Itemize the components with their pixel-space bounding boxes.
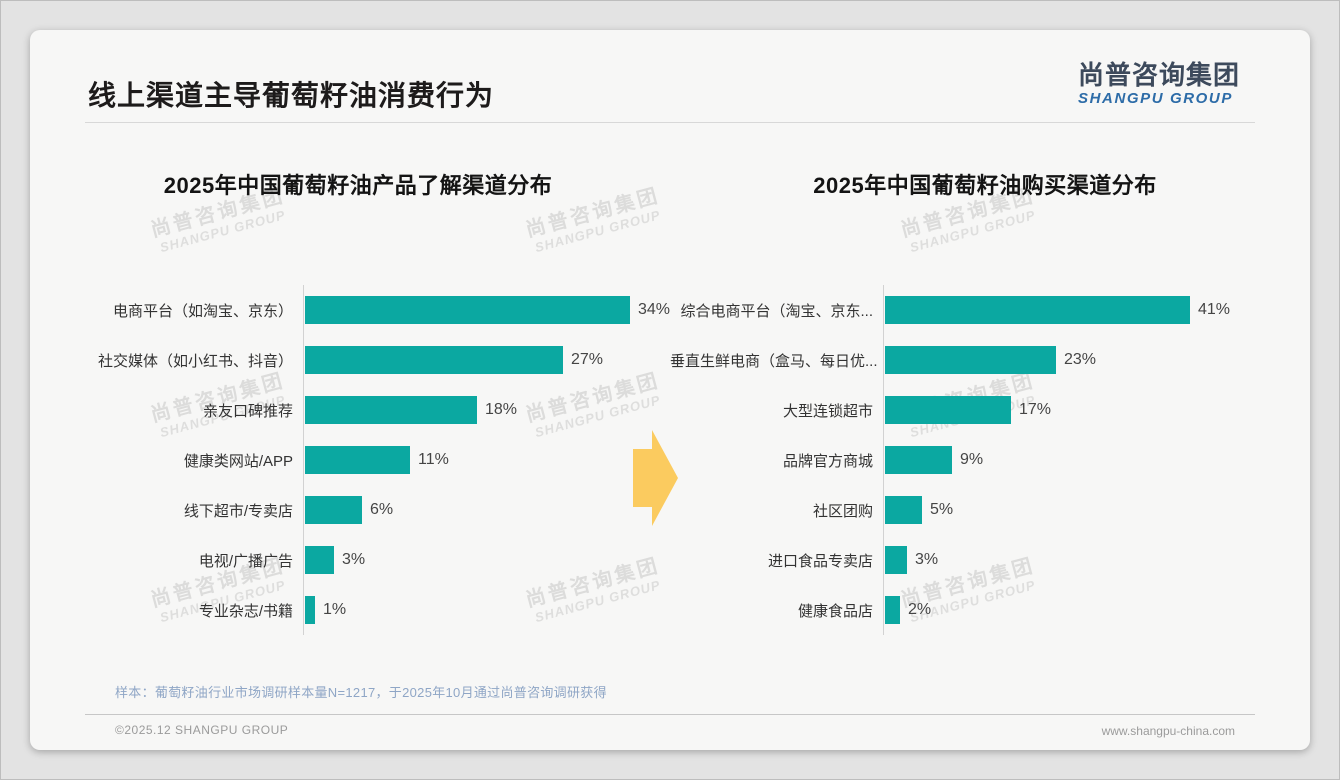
- bar: [885, 296, 1190, 324]
- arrow-shape: [633, 430, 678, 526]
- bar-track: 27%: [303, 335, 670, 385]
- bar-track: 34%: [303, 285, 670, 335]
- bar: [305, 596, 315, 624]
- value-label: 1%: [323, 601, 347, 618]
- footer-copyright: ©2025.12 SHANGPU GROUP: [115, 723, 289, 737]
- bar-chart-awareness-channels: 电商平台（如淘宝、京东） 34% 社交媒体（如小红书、抖音） 27% 亲友口碑推荐 18%…: [85, 285, 670, 635]
- category-label: 线下超市/专卖店: [183, 502, 293, 520]
- category-label: 电视/广播广告: [198, 552, 293, 570]
- bar: [885, 346, 1056, 374]
- value-label: 6%: [370, 501, 394, 518]
- watermark-english-text: SHANGPU GROUP: [908, 207, 1038, 256]
- chart-row: 社交媒体（如小红书、抖音） 27%: [85, 335, 670, 385]
- category-label: 综合电商平台（淘宝、京东...: [680, 302, 873, 320]
- category-label: 亲友口碑推荐: [202, 402, 293, 420]
- bar-track: 6%: [303, 485, 670, 535]
- category-label: 专业杂志/书籍: [198, 602, 293, 620]
- category-label: 健康食品店: [797, 602, 873, 620]
- category-label: 电商平台（如淘宝、京东）: [112, 302, 293, 320]
- chart-row: 健康类网站/APP 11%: [85, 435, 670, 485]
- bar: [305, 496, 362, 524]
- bar: [885, 496, 922, 524]
- bar: [885, 396, 1011, 424]
- sample-size-note: 样本：葡萄籽油行业市场调研样本量N=1217，于2025年10月通过尚普咨询调研…: [115, 685, 607, 700]
- chart-row: 线下超市/专卖店 6%: [85, 485, 670, 535]
- value-label: 17%: [1019, 401, 1052, 418]
- bar: [885, 596, 900, 624]
- value-label: 27%: [571, 351, 604, 368]
- category-label: 健康类网站/APP: [183, 452, 293, 470]
- chart-row: 综合电商平台（淘宝、京东... 41%: [670, 285, 1270, 335]
- chart-row: 专业杂志/书籍 1%: [85, 585, 670, 635]
- bar-track: 1%: [303, 585, 670, 635]
- value-label: 41%: [1198, 301, 1231, 318]
- value-label: 11%: [418, 451, 449, 468]
- title-divider: [85, 122, 1255, 123]
- chart-row: 亲友口碑推荐 18%: [85, 385, 670, 435]
- category-label: 社交媒体（如小红书、抖音）: [97, 352, 293, 370]
- bar: [305, 346, 563, 374]
- category-label: 垂直生鲜电商（盒马、每日优...: [670, 352, 878, 370]
- bar-track: 17%: [883, 385, 1270, 435]
- bar-chart-purchase-channels: 综合电商平台（淘宝、京东... 41% 垂直生鲜电商（盒马、每日优... 23% 大型连…: [670, 285, 1270, 635]
- chart-row: 健康食品店 2%: [670, 585, 1270, 635]
- bar-track: 23%: [883, 335, 1270, 385]
- footer-divider: [85, 714, 1255, 715]
- watermark-english-text: SHANGPU GROUP: [158, 207, 288, 256]
- watermark-english-text: SHANGPU GROUP: [533, 207, 663, 256]
- chart-row: 进口食品专卖店 3%: [670, 535, 1270, 585]
- value-label: 3%: [342, 551, 366, 568]
- category-label: 进口食品专卖店: [767, 552, 873, 570]
- value-label: 34%: [638, 301, 671, 318]
- value-label: 23%: [1064, 351, 1097, 368]
- bar: [885, 546, 907, 574]
- bar-track: 18%: [303, 385, 670, 435]
- logo-chinese-text: 尚普咨询集团: [1077, 60, 1240, 90]
- chart-row: 垂直生鲜电商（盒马、每日优... 23%: [670, 335, 1270, 385]
- bar-track: 41%: [883, 285, 1270, 335]
- bar-track: 5%: [883, 485, 1270, 535]
- chart-title-purchase: 2025年中国葡萄籽油购买渠道分布: [813, 173, 1157, 198]
- slide-canvas: 尚普咨询集团 SHANGPU GROUP 尚普咨询集团 SHANGPU GROUP 尚普…: [30, 30, 1310, 750]
- chart-title-awareness: 2025年中国葡萄籽油产品了解渠道分布: [163, 173, 553, 198]
- category-label: 大型连锁超市: [782, 402, 873, 420]
- chart-row: 电商平台（如淘宝、京东） 34%: [85, 285, 670, 335]
- value-label: 18%: [485, 401, 518, 418]
- chart-row: 社区团购 5%: [670, 485, 1270, 535]
- bar-track: 11%: [303, 435, 670, 485]
- bar: [305, 296, 630, 324]
- bar: [885, 446, 952, 474]
- category-label: 品牌官方商城: [782, 452, 873, 470]
- page-title: 线上渠道主导葡萄籽油消费行为: [88, 80, 495, 111]
- bar: [305, 546, 334, 574]
- value-label: 2%: [908, 601, 932, 618]
- company-logo: 尚普咨询集团 SHANGPU GROUP: [1078, 60, 1240, 108]
- bar-track: 9%: [883, 435, 1270, 485]
- logo-english-text: SHANGPU GROUP: [1077, 90, 1233, 107]
- bar-track: 2%: [883, 585, 1270, 635]
- value-label: 3%: [915, 551, 939, 568]
- category-label: 社区团购: [812, 502, 873, 520]
- chart-row: 品牌官方商城 9%: [670, 435, 1270, 485]
- bar-track: 3%: [303, 535, 670, 585]
- value-label: 5%: [930, 501, 954, 518]
- chart-row: 大型连锁超市 17%: [670, 385, 1270, 435]
- chart-row: 电视/广播广告 3%: [85, 535, 670, 585]
- transition-arrow-icon: [630, 428, 680, 528]
- bar: [305, 446, 410, 474]
- bar: [305, 396, 477, 424]
- bar-track: 3%: [883, 535, 1270, 585]
- footer-website: www.shangpu-china.com: [1101, 724, 1235, 738]
- value-label: 9%: [960, 451, 984, 468]
